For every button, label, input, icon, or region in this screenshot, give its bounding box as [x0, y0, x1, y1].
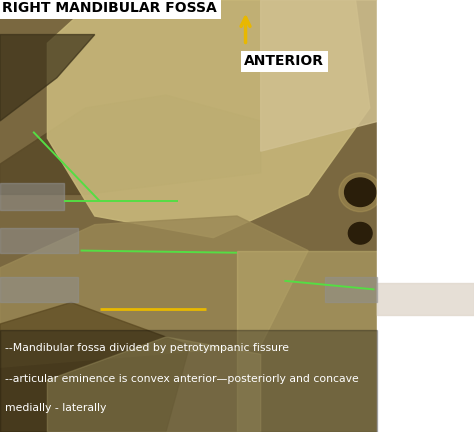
Bar: [0, 183, 64, 210]
Circle shape: [345, 178, 376, 206]
Text: --articular eminence is convex anterior—posteriorly and concave: --articular eminence is convex anterior—…: [5, 374, 358, 384]
Text: medially - laterally: medially - laterally: [5, 403, 106, 413]
Bar: [237, 251, 379, 432]
Text: RIGHT MANDIBULAR FOSSA: RIGHT MANDIBULAR FOSSA: [2, 1, 217, 15]
Polygon shape: [0, 35, 95, 121]
Bar: [0, 330, 377, 432]
Polygon shape: [47, 0, 370, 238]
Bar: [0, 228, 78, 253]
Polygon shape: [0, 95, 261, 194]
Bar: [325, 277, 377, 302]
Text: --Mandibular fossa divided by petrotympanic fissure: --Mandibular fossa divided by petrotympa…: [5, 343, 289, 353]
Polygon shape: [0, 216, 308, 367]
Polygon shape: [47, 337, 261, 432]
Bar: [377, 283, 474, 315]
Circle shape: [348, 222, 372, 244]
Polygon shape: [0, 302, 190, 432]
Text: ANTERIOR: ANTERIOR: [245, 54, 324, 68]
Bar: [0, 277, 78, 302]
Circle shape: [339, 173, 382, 212]
Polygon shape: [261, 0, 379, 151]
Bar: [377, 0, 474, 432]
